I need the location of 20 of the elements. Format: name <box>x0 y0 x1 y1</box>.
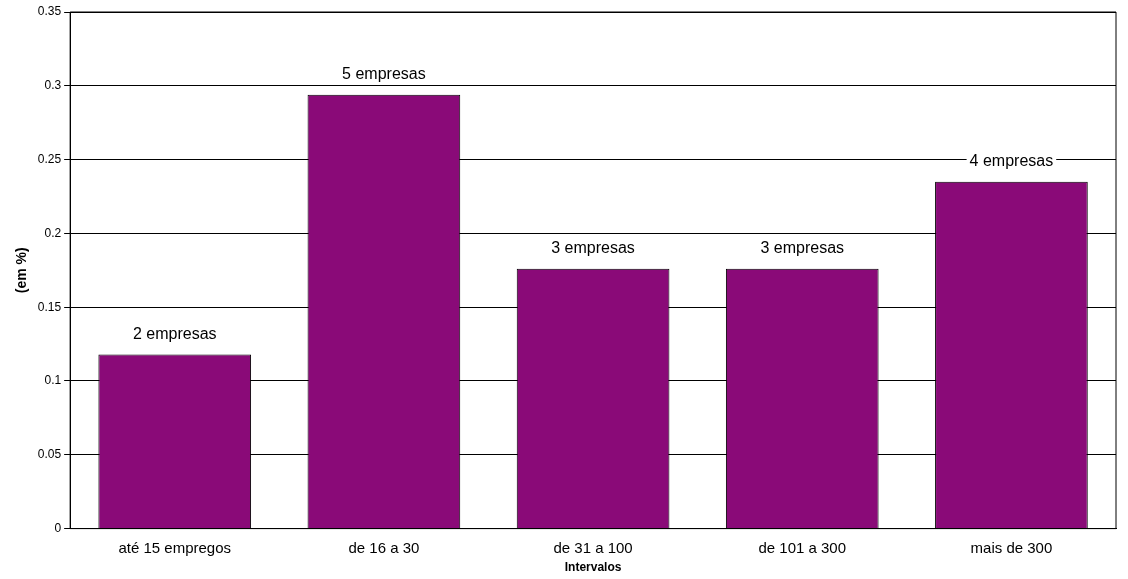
y-tick-label: 0.05 <box>37 447 62 462</box>
x-tick-label: de 16 a 30 <box>348 538 420 556</box>
y-tick-label: 0.3 <box>44 78 62 93</box>
x-tick-label: de 31 a 100 <box>553 538 633 556</box>
annotation: 2 empresas <box>132 324 217 342</box>
annotation: 3 empresas <box>760 239 845 257</box>
x-axis-title: Intervalos <box>564 560 622 575</box>
annotation: 4 empresas <box>969 152 1054 170</box>
y-tick-label: 0 <box>54 520 62 535</box>
x-tick-label: de 101 a 300 <box>758 538 847 556</box>
annotation: 5 empresas <box>342 65 426 83</box>
y-tick-label: 0.35 <box>37 4 62 19</box>
y-axis-title: (em %) <box>13 247 30 294</box>
y-tick-label: 0.1 <box>44 373 62 388</box>
y-tick-label: 0.25 <box>37 151 62 166</box>
x-tick-label: mais de 300 <box>970 538 1053 556</box>
y-tick-label: 0.15 <box>37 299 62 314</box>
annotation: 3 empresas <box>551 239 635 257</box>
y-tick-label: 0.2 <box>44 225 62 240</box>
x-tick-label: até 15 empregos <box>118 538 232 556</box>
